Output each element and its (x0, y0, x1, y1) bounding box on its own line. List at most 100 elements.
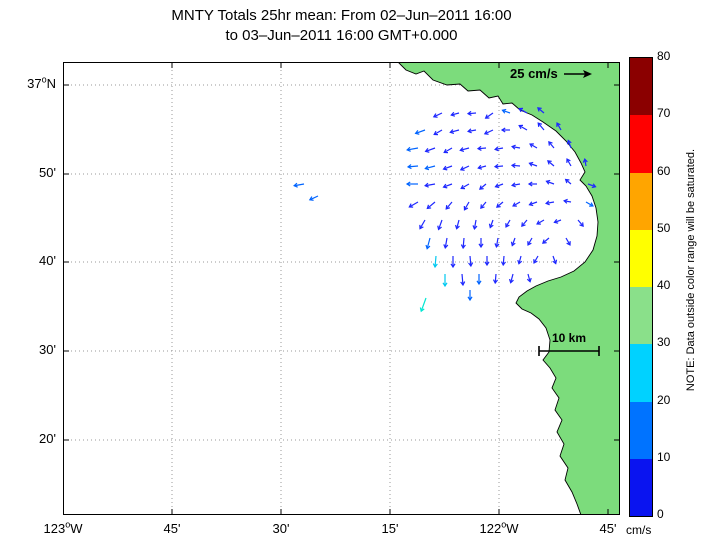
current-vector (485, 112, 494, 119)
current-vector-head (467, 296, 473, 302)
current-vector (527, 273, 531, 282)
current-vector (494, 165, 504, 168)
current-vector-head (479, 185, 484, 190)
current-vector-head (408, 203, 414, 208)
current-vector (495, 147, 504, 150)
current-vector (510, 273, 514, 283)
current-vector-head (511, 182, 516, 188)
current-vector-head (419, 224, 424, 230)
colorbar-tick-label: 80 (657, 49, 671, 63)
current-vector (467, 112, 477, 115)
current-vector (460, 165, 470, 171)
current-vector (433, 129, 443, 136)
colorbar-segment (630, 344, 652, 402)
current-vector (564, 200, 572, 203)
current-vector (585, 201, 594, 207)
current-vector-head (494, 183, 500, 189)
current-vector-head (500, 261, 507, 267)
current-vector (521, 219, 528, 227)
chart-title-line-2: to 03–Jun–2011 16:00 GMT+0.000 (225, 27, 458, 44)
current-vector-head (566, 241, 571, 246)
current-vector-head (533, 259, 538, 264)
map-canvas (63, 62, 620, 515)
current-vector (434, 255, 437, 268)
reference-vector-legend: 25 cm/s (510, 66, 593, 81)
current-vector-head (494, 146, 499, 152)
current-vector-head (492, 279, 499, 285)
map-plot-area (63, 62, 620, 515)
current-vector-head (563, 198, 568, 204)
current-vector (462, 237, 465, 249)
current-vector-head (564, 178, 570, 184)
x-tick-label: 45' (163, 521, 181, 536)
current-vector-head (512, 202, 517, 207)
current-vector-head (527, 181, 533, 187)
current-vector (425, 183, 436, 187)
current-vector-head (406, 164, 412, 170)
current-vector-head (445, 205, 451, 210)
current-vector (425, 165, 436, 170)
colorbar (629, 57, 653, 517)
current-vector (552, 255, 557, 264)
current-vector-head (500, 127, 506, 133)
current-vector-head (432, 113, 438, 118)
current-vector (548, 141, 555, 149)
current-vector-head (529, 143, 534, 148)
current-vector (518, 255, 522, 264)
current-vector-head (442, 282, 448, 288)
current-vector-head (545, 179, 551, 185)
current-vector (512, 183, 521, 186)
current-vector (443, 147, 453, 154)
current-vector (565, 237, 571, 246)
current-vector-head (419, 307, 425, 313)
current-vector (494, 273, 497, 284)
current-vector-head (505, 223, 510, 228)
current-vector (587, 183, 596, 188)
x-tick-label: 15' (381, 521, 399, 536)
current-vector-head (528, 161, 534, 167)
current-vector-head (442, 165, 448, 171)
current-vector-head (508, 278, 514, 284)
current-vector-head (579, 222, 584, 227)
y-tick-label: 40' (39, 253, 56, 268)
current-vector-head (480, 204, 485, 209)
current-vector-head (545, 200, 550, 206)
current-vector (512, 201, 521, 207)
colorbar-segment (630, 229, 652, 287)
colorbar-tick-label: 20 (657, 392, 671, 407)
current-vector (426, 237, 431, 249)
colorbar-segment (630, 58, 652, 116)
current-vector (533, 255, 539, 264)
current-vector (479, 183, 487, 190)
y-tick-label: 50' (39, 165, 56, 180)
current-vector-head (494, 243, 500, 248)
y-tick-label: 20' (39, 431, 56, 446)
current-vector-head (467, 128, 472, 134)
current-vector (426, 201, 436, 209)
current-vector (537, 122, 545, 131)
current-vector (496, 201, 504, 208)
current-vector (415, 129, 426, 134)
current-vector-head (424, 148, 430, 153)
map-scale-bar-label: 10 km (551, 331, 587, 345)
current-vector (529, 162, 538, 167)
current-vector-head (537, 107, 542, 112)
current-vector-head (454, 224, 460, 230)
current-vector (546, 180, 555, 185)
current-vector (461, 273, 464, 286)
colorbar-segment (630, 115, 652, 173)
current-vector (495, 237, 499, 247)
map-scale-bar-icon (538, 346, 600, 356)
current-vector (419, 219, 426, 229)
current-vector (527, 237, 533, 246)
current-vector (529, 201, 538, 206)
current-vector (484, 129, 494, 135)
current-vector-head (552, 259, 558, 265)
x-tick-label: 122oW (479, 519, 519, 536)
colorbar-tick-label: 0 (657, 507, 664, 521)
x-tick-label: 123oW (43, 519, 83, 536)
plot-border (63, 62, 620, 515)
current-vector-head (591, 183, 597, 189)
current-vector-head (537, 122, 543, 127)
current-vector (554, 219, 562, 223)
